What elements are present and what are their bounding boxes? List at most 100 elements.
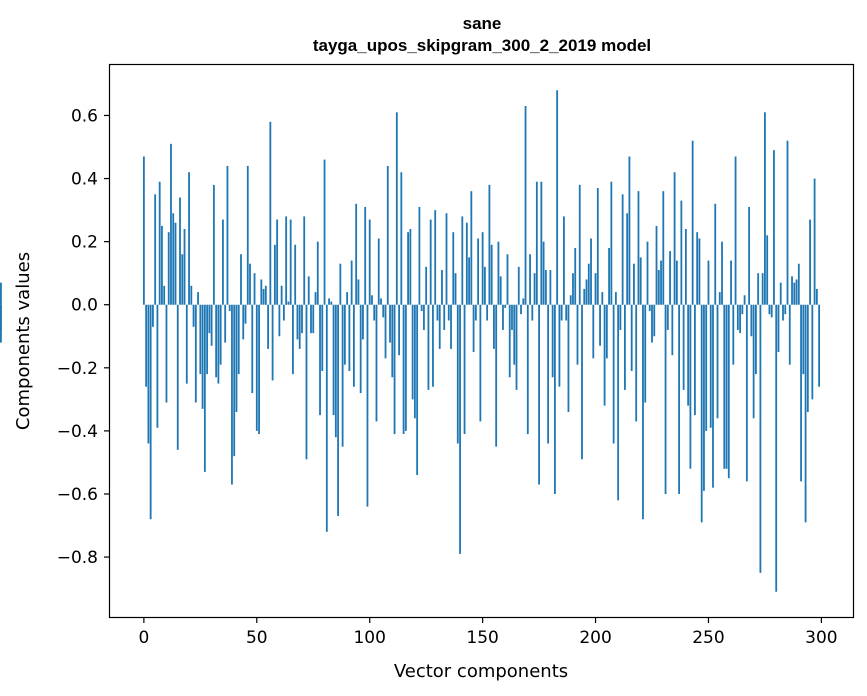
bar	[197, 292, 199, 305]
bar	[493, 304, 495, 349]
bar	[624, 304, 626, 390]
bar	[773, 150, 775, 305]
bar	[540, 181, 543, 305]
bar	[813, 178, 816, 305]
bar	[483, 266, 486, 305]
bar	[736, 304, 739, 330]
y-tick-label: −0.2	[57, 359, 98, 379]
bar	[793, 282, 796, 305]
bar	[201, 304, 204, 409]
bar	[316, 241, 319, 305]
bar	[409, 229, 412, 305]
bar	[366, 304, 369, 507]
bar	[592, 304, 595, 359]
chart-title: sane	[463, 14, 502, 33]
bar	[255, 304, 258, 431]
bar	[651, 304, 653, 343]
bar	[296, 304, 299, 340]
bar	[199, 304, 202, 375]
x-tick-label: 0	[138, 628, 149, 648]
bar	[305, 304, 308, 460]
bar	[556, 90, 559, 305]
y-axis-label: Components values	[13, 252, 34, 430]
bar	[511, 304, 513, 330]
x-tick-label: 150	[466, 628, 498, 648]
bar	[436, 304, 439, 321]
bar	[707, 260, 710, 305]
bar	[655, 225, 658, 305]
bar	[477, 238, 480, 305]
bar	[158, 181, 161, 305]
bar	[219, 304, 222, 365]
bar	[341, 304, 344, 447]
bar	[660, 260, 662, 305]
bar	[563, 216, 565, 305]
bar	[420, 304, 423, 312]
bar	[463, 304, 466, 435]
bar	[170, 143, 172, 305]
bar	[479, 304, 482, 422]
bar	[689, 304, 692, 469]
bar	[194, 304, 197, 403]
bar	[373, 304, 376, 321]
bar	[709, 304, 712, 428]
bar	[759, 304, 762, 573]
bar	[786, 140, 789, 305]
bar	[301, 304, 303, 334]
bar	[321, 304, 324, 371]
bar	[797, 263, 800, 305]
bar	[294, 244, 297, 305]
bar	[590, 238, 592, 305]
bar	[402, 304, 405, 435]
bar	[549, 270, 552, 305]
bar	[192, 304, 195, 327]
x-axis-label: Vector components	[394, 661, 568, 682]
bar	[714, 203, 717, 305]
bar	[359, 304, 362, 394]
bar	[775, 304, 778, 592]
bar	[328, 298, 330, 305]
bar	[605, 304, 608, 359]
bar	[391, 304, 394, 378]
bar	[325, 304, 328, 532]
bar	[233, 304, 236, 457]
bar	[671, 304, 674, 356]
bar	[601, 292, 604, 305]
bar	[292, 304, 294, 375]
bar	[244, 304, 247, 324]
bar	[380, 298, 382, 305]
bar	[289, 219, 292, 305]
bar	[657, 270, 660, 305]
x-tick-label: 250	[692, 628, 724, 648]
bar	[574, 247, 577, 305]
bar	[0, 282, 2, 305]
bar	[614, 292, 617, 305]
bar	[517, 266, 520, 305]
bar	[675, 260, 678, 305]
bar	[432, 304, 434, 387]
bar	[474, 304, 477, 321]
bar	[520, 304, 522, 315]
y-tick-label: 0.6	[71, 106, 98, 126]
bar	[779, 282, 782, 305]
bar	[488, 184, 491, 305]
bar	[271, 304, 274, 381]
bar	[190, 285, 193, 305]
bar	[368, 219, 371, 305]
bar	[443, 304, 446, 330]
bar	[553, 304, 556, 494]
bar	[730, 260, 732, 305]
bar	[806, 304, 809, 412]
bar	[319, 304, 321, 416]
x-axis-ticks: 0 50 100 150 200 250 300	[138, 617, 838, 648]
bar	[167, 232, 170, 305]
bar	[809, 219, 811, 305]
bar	[179, 197, 181, 305]
bar	[757, 273, 760, 305]
bar	[522, 298, 525, 305]
bar	[398, 304, 400, 356]
bar	[504, 304, 507, 308]
bar	[0, 304, 2, 343]
bar	[526, 304, 529, 435]
